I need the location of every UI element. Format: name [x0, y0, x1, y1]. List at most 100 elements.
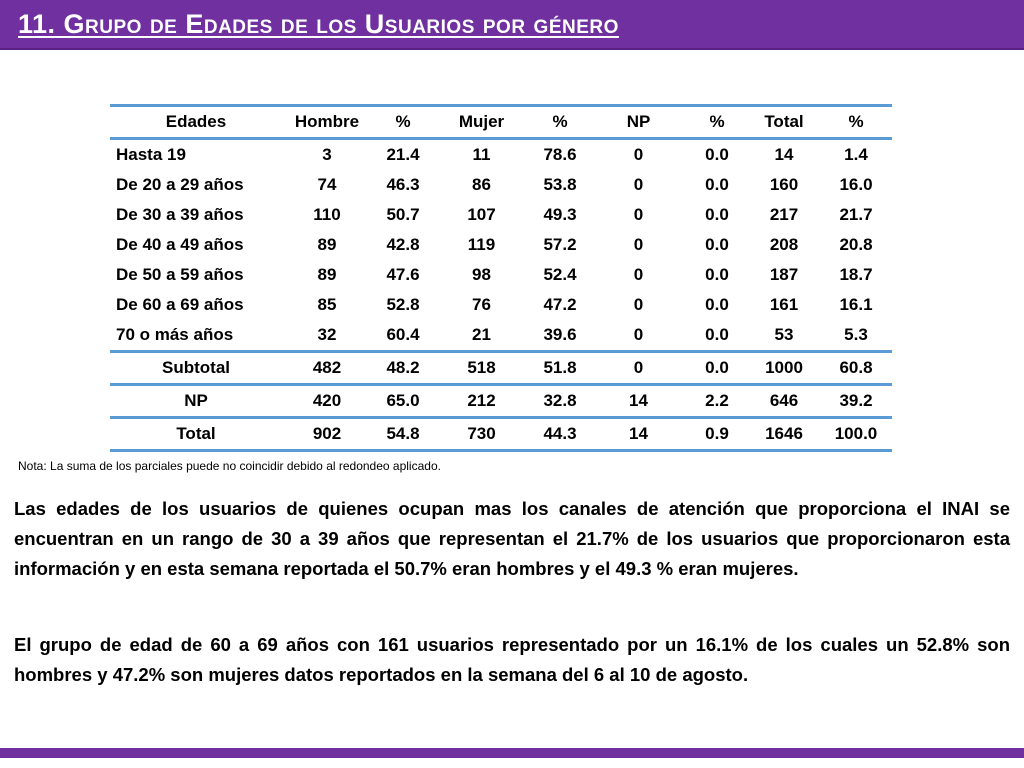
table-cell: 0.0: [705, 175, 729, 194]
table-cell: 49.3: [543, 205, 577, 224]
table-cell: 420: [282, 384, 372, 419]
row-label: Total: [110, 417, 282, 452]
table-cell: 32: [317, 325, 337, 344]
row-label: De 60 a 69 años: [116, 295, 244, 314]
table-cell: 98: [472, 265, 491, 284]
table-cell: 0: [633, 205, 644, 224]
table-cell: 0: [633, 175, 644, 194]
table-cell: 16.0: [839, 175, 873, 194]
table-cell: 21.7: [839, 205, 873, 224]
table-cell: 0.0: [705, 265, 729, 284]
table-cell: 2.2: [686, 384, 748, 419]
table-cell: 53: [774, 325, 794, 344]
row-label: De 20 a 29 años: [116, 175, 244, 194]
column-header: %: [529, 104, 591, 140]
table-cell: 0.0: [705, 205, 729, 224]
table-cell: 110: [313, 205, 341, 224]
table-cell: 161: [769, 295, 799, 314]
table-cell: 0: [633, 145, 644, 164]
table-cell: 0.0: [705, 235, 729, 254]
table-cell: 0: [633, 325, 644, 344]
table-cell: 47.2: [543, 295, 577, 314]
table-cell: 52.8: [386, 295, 420, 314]
row-label: Hasta 19: [116, 145, 186, 164]
table-cell: 57.2: [543, 235, 577, 254]
table-cell: 482: [282, 350, 372, 386]
table-row: De 40 a 49 años 89 42.8 119 57.2 0 0.0 2…: [110, 230, 892, 260]
table-cell: 0: [633, 265, 644, 284]
table-cell: 21: [472, 325, 491, 344]
table-row: De 30 a 39 años 110 50.7 107 49.3 0 0.0 …: [110, 200, 892, 230]
row-label: De 30 a 39 años: [116, 205, 244, 224]
table-cell: 44.3: [529, 417, 591, 452]
table-cell: 78.6: [543, 145, 577, 164]
table-cell: 39.6: [543, 325, 577, 344]
table-cell: 86: [472, 175, 491, 194]
table-cell: 0: [591, 350, 686, 386]
table-cell: 902: [282, 417, 372, 452]
table-row: De 60 a 69 años 85 52.8 76 47.2 0 0.0 16…: [110, 290, 892, 320]
table-cell: 160: [769, 175, 799, 194]
table-cell: 5.3: [844, 325, 868, 344]
title-bar: 11. Grupo de Edades de los Usuarios por …: [0, 0, 1024, 50]
subtotal-row: Subtotal 482 48.2 518 51.8 0 0.0 1000 60…: [110, 350, 892, 386]
column-header: %: [686, 104, 748, 140]
table-cell: 52.4: [543, 265, 577, 284]
table-row: Hasta 19 3 21.4 11 78.6 0 0.0 14 1.4: [110, 139, 892, 171]
table-cell: 20.8: [839, 235, 873, 254]
table-cell: 14: [591, 384, 686, 419]
column-header: Mujer: [434, 104, 529, 140]
table-cell: 18.7: [839, 265, 873, 284]
table-cell: 187: [769, 265, 799, 284]
table-cell: 0.9: [686, 417, 748, 452]
table-cell: 14: [591, 417, 686, 452]
total-row: Total 902 54.8 730 44.3 14 0.9 1646 100.…: [110, 417, 892, 452]
column-header: Hombre: [282, 104, 372, 140]
page-title: 11. Grupo de Edades de los Usuarios por …: [18, 9, 619, 39]
table-cell: 1000: [748, 350, 820, 386]
column-header: Total: [748, 104, 820, 140]
table-cell: 42.8: [386, 235, 420, 254]
table-cell: 60.4: [386, 325, 420, 344]
table-cell: 212: [434, 384, 529, 419]
table-cell: 1.4: [844, 145, 868, 164]
table-cell: 16.1: [839, 295, 873, 314]
table-cell: 1646: [748, 417, 820, 452]
summary-paragraph: El grupo de edad de 60 a 69 años con 161…: [14, 634, 1010, 685]
table-cell: 74: [317, 175, 337, 194]
table-row: De 50 a 59 años 89 47.6 98 52.4 0 0.0 18…: [110, 260, 892, 290]
table-cell: 48.2: [372, 350, 434, 386]
row-label: NP: [110, 384, 282, 419]
table-cell: 0: [633, 295, 644, 314]
table-cell: 107: [467, 205, 496, 224]
table-cell: 51.8: [529, 350, 591, 386]
table-footnote: Nota: La suma de los parciales puede no …: [18, 459, 441, 473]
table-cell: 65.0: [372, 384, 434, 419]
table-cell: 730: [434, 417, 529, 452]
table-cell: 53.8: [543, 175, 577, 194]
table-cell: 50.7: [386, 205, 420, 224]
table-cell: 89: [317, 265, 337, 284]
column-header: NP: [591, 104, 686, 140]
table-cell: 14: [774, 145, 794, 164]
footer-bar: [0, 748, 1024, 758]
column-header: %: [820, 104, 892, 140]
table-cell: 100.0: [820, 417, 892, 452]
table-cell: 217: [769, 205, 799, 224]
table-cell: 0.0: [705, 145, 729, 164]
age-gender-table: Edades Hombre % Mujer % NP % Total % Has…: [110, 104, 892, 452]
table-row: 70 o más años 32 60.4 21 39.6 0 0.0 53 5…: [110, 320, 892, 352]
table-cell: 518: [434, 350, 529, 386]
column-header: Edades: [110, 104, 282, 140]
table-cell: 39.2: [820, 384, 892, 419]
summary-paragraph: Las edades de los usuarios de quienes oc…: [14, 498, 1010, 579]
row-label: De 50 a 59 años: [116, 265, 244, 284]
table-cell: 11: [472, 145, 491, 164]
table-cell: 3: [322, 145, 332, 164]
table-cell: 85: [317, 295, 337, 314]
table-cell: 54.8: [372, 417, 434, 452]
table-cell: 21.4: [386, 145, 420, 164]
table-cell: 208: [769, 235, 799, 254]
table-cell: 89: [317, 235, 337, 254]
